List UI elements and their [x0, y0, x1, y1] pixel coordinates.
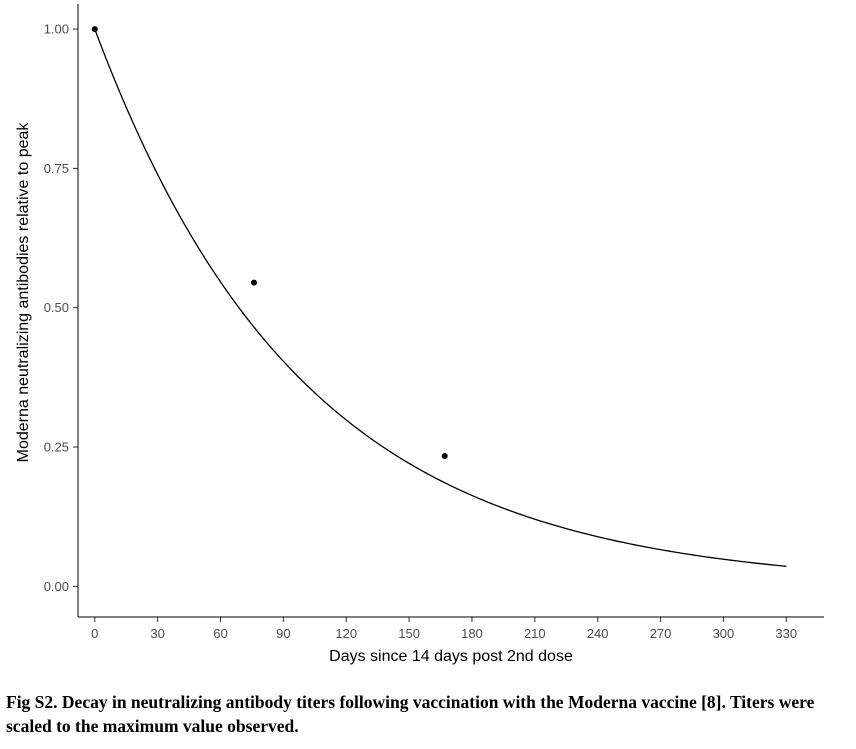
x-tick-label: 300 [713, 626, 735, 641]
x-tick-label: 0 [91, 626, 98, 641]
observed-point [251, 279, 258, 286]
y-tick-label: 0.50 [44, 300, 69, 315]
x-tick-label: 30 [150, 626, 164, 641]
x-tick-label: 180 [461, 626, 483, 641]
x-tick-label: 60 [213, 626, 227, 641]
x-tick-label: 150 [398, 626, 420, 641]
observed-point [91, 26, 98, 33]
x-tick-label: 90 [276, 626, 290, 641]
x-tick-label: 270 [650, 626, 672, 641]
observed-points [91, 26, 448, 459]
y-tick-label: 0.25 [44, 440, 69, 455]
x-tick-label: 120 [335, 626, 357, 641]
figure-caption: Fig S2. Decay in neutralizing antibody t… [6, 692, 815, 736]
y-tick-label: 1.00 [44, 22, 69, 37]
y-axis-ticks: 0.00 0.25 0.50 0.75 1.00 [44, 22, 78, 594]
y-axis-title: Moderna neutralizing antibodies relative… [15, 122, 32, 463]
x-tick-label: 240 [587, 626, 609, 641]
x-axis-ticks: 0 30 60 90 120 150 180 210 240 270 300 330 [91, 617, 797, 641]
decay-chart: 0 30 60 90 120 150 180 210 240 270 300 330 0.00 0.25… [15, 4, 824, 665]
y-tick-label: 0.00 [44, 579, 69, 594]
x-axis-title: Days since 14 days post 2nd dose [329, 648, 573, 665]
observed-point [441, 452, 448, 459]
x-tick-label: 210 [524, 626, 546, 641]
x-tick-label: 330 [775, 626, 797, 641]
y-tick-label: 0.75 [44, 161, 69, 176]
fitted-decay-curve [94, 28, 787, 567]
